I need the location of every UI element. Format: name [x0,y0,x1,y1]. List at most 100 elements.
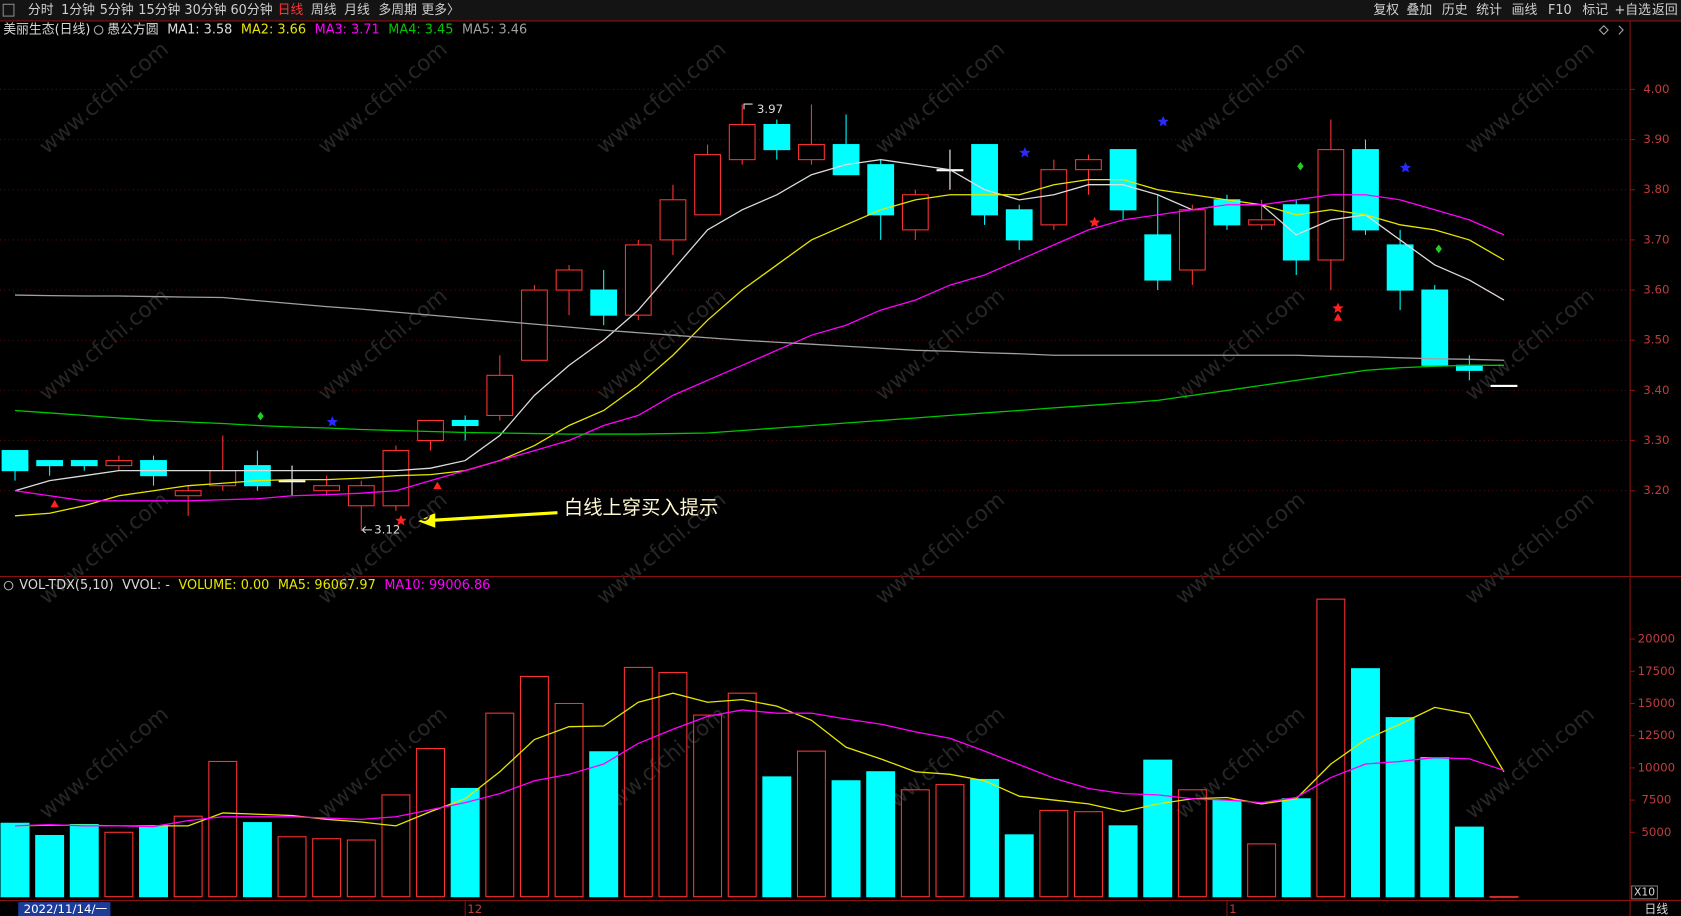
panel-subtitle: 愚公方圆 [107,22,158,38]
volume-bar [1247,843,1277,898]
toolbar-item[interactable]: 返回 [1652,3,1678,18]
toolbar-item[interactable]: 月线 [344,3,370,18]
volume-bar [1212,799,1242,898]
legend-entry: MA1: 3.58 [167,23,232,38]
signal-note: 白线上穿买入提示 [564,496,718,519]
volume-bar [831,780,861,898]
ma-line [14,294,1505,361]
volume-bar [1004,834,1034,898]
volume-bar [0,822,30,898]
y-tick-label: 3.40 [1643,383,1669,397]
date-cursor [18,902,111,916]
volume-bar [623,666,653,898]
candle-body [105,460,133,467]
volume-bar [935,784,965,898]
candle-body [1386,244,1414,291]
legend-entry: MA10: 99006.86 [384,578,490,593]
legend-entry: MA4: 3.45 [388,23,453,38]
toolbar-item[interactable]: 1分钟 [61,2,95,18]
toolbar-item[interactable]: 周线 [311,3,337,18]
y-tick-label: 5000 [1641,825,1671,839]
volume-bar [970,778,1000,898]
toolbar-item[interactable]: 5分钟 [100,2,134,18]
toolbar-item[interactable]: 标记 [1582,3,1608,18]
candle-body [763,123,791,151]
period-label: 日线 [1645,902,1669,916]
candle-body [486,374,514,417]
toolbar-item[interactable]: 30分钟 [184,2,226,18]
volume-bar [450,787,480,898]
multiplier: X10 [1634,885,1655,898]
icon [1598,24,1624,36]
panel-subtitle: VVOL: - [122,578,170,593]
ma-line [14,179,1505,517]
icon [3,580,14,591]
legend-entry: VOLUME: 0.00 [178,578,269,593]
multiplier-box [1631,885,1658,900]
volume-bar [312,838,342,898]
candle-body [70,460,98,467]
candle-body [1248,219,1276,226]
y-tick-label: 3.30 [1643,433,1669,447]
y-tick-label: 3.60 [1643,283,1669,297]
legend-entry: MA3: 3.71 [315,23,380,38]
volume-bar [658,672,688,898]
volume-bar [1281,798,1311,898]
candle-body [451,419,479,427]
high-label: 3.97 [757,102,783,116]
volume-bar [139,825,168,898]
legend-entry: MA5: 3.46 [462,23,527,38]
candle-body [313,485,341,492]
y-tick-label: 20000 [1638,632,1675,646]
candle-body [1075,159,1102,171]
volume-bar [104,831,134,898]
toolbar-item[interactable]: 复权 [1373,2,1399,18]
volume-bar [589,751,619,898]
icon [93,25,104,35]
toolbar-item[interactable]: F10 [1548,3,1572,18]
candle-body [901,194,929,231]
volume-bar [1108,825,1138,898]
volume-bar [173,815,203,898]
toolbar-item[interactable]: 历史 [1442,3,1468,18]
toolbar-item[interactable]: 60分钟 [230,2,272,18]
toolbar-item[interactable]: 多周期 [378,3,417,18]
toolbar-item[interactable]: 统计 [1476,3,1502,18]
y-tick-label: 3.80 [1643,182,1669,196]
toolbar-icon [2,3,15,17]
y-tick-label: 15000 [1638,696,1675,710]
volume-bar [866,771,896,898]
volume-bar [1143,759,1173,898]
panel-title: 美丽生态(日线) [3,23,90,38]
volume-bar [1454,826,1484,898]
volume-bar [693,714,723,898]
y-tick-label: 7500 [1641,793,1671,807]
panel-frame [0,20,1681,916]
legend-entry: MA5: 96067.97 [278,578,376,593]
candle-body [347,485,375,507]
toolbar-item[interactable]: 15分钟 [138,2,180,18]
candle-body [728,123,756,161]
y-tick-label: 4.00 [1643,82,1669,96]
y-tick-label: 3.70 [1643,232,1669,246]
candle-body [1144,234,1172,281]
toolbar-item[interactable]: 更多〉 [421,3,460,18]
toolbar-item[interactable]: 分时 [28,3,54,18]
x-tick-label: 2022/11/14/一 [24,902,108,916]
toolbar-item-selected[interactable]: 日线 [278,3,304,18]
volume-bar [1039,809,1069,898]
candle-body [798,144,825,161]
y-tick-label: 3.90 [1643,132,1669,146]
candle-body [1213,199,1241,226]
extreme-pointer [361,103,753,534]
toolbar-item[interactable]: 画线 [1512,3,1538,18]
toolbar-item[interactable]: +自选 [1615,3,1652,18]
candle-body [1,450,29,472]
candle-body [244,465,271,487]
panel-title: VOL-TDX(5,10) [19,578,113,593]
volume-bar [485,712,515,898]
candle-body [555,269,583,291]
volume-bar [727,692,757,898]
toolbar-item[interactable]: 叠加 [1407,3,1433,18]
